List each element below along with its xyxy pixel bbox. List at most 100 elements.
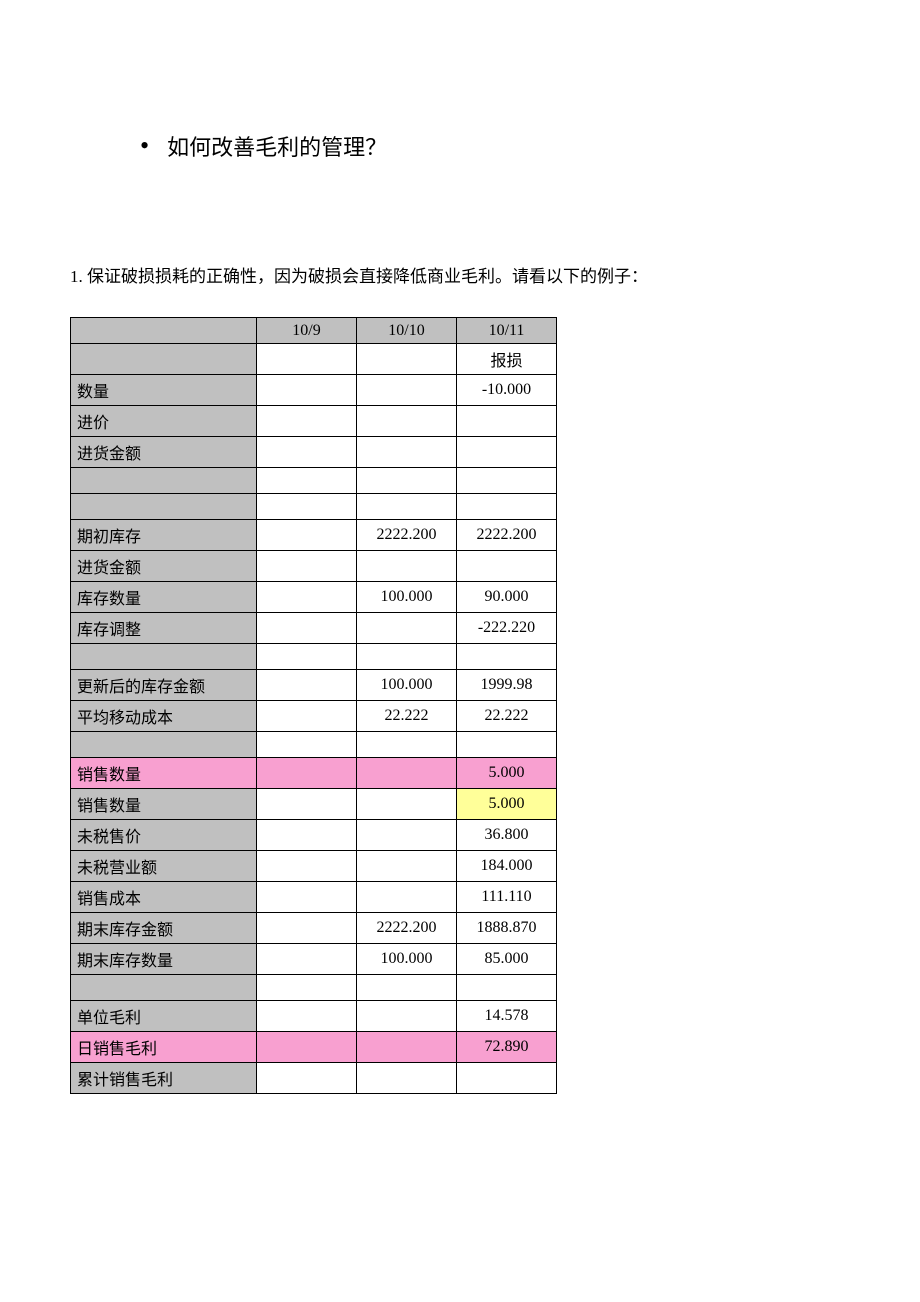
data-cell: -222.220 [457, 613, 557, 644]
row-label: 库存调整 [71, 613, 257, 644]
row-label: 期初库存 [71, 520, 257, 551]
data-cell [457, 732, 557, 758]
table-row: 平均移动成本 22.22222.222 [71, 701, 557, 732]
data-cell [257, 1001, 357, 1032]
data-cell [357, 758, 457, 789]
table-row: 更新后的库存金额 100.0001999.98 [71, 670, 557, 701]
row-label: 单位毛利 [71, 1001, 257, 1032]
data-cell: 85.000 [457, 944, 557, 975]
table-row: 库存数量100.00090.000 [71, 582, 557, 613]
data-cell [357, 375, 457, 406]
data-cell [257, 551, 357, 582]
data-cell: 1888.870 [457, 913, 557, 944]
table-header-cell [71, 318, 257, 344]
data-cell: 184.000 [457, 851, 557, 882]
data-cell [257, 520, 357, 551]
data-cell: 1999.98 [457, 670, 557, 701]
data-cell [457, 975, 557, 1001]
row-label: 平均移动成本 [71, 701, 257, 732]
row-label [71, 494, 257, 520]
data-cell: 72.890 [457, 1032, 557, 1063]
profit-table: 10/910/1010/11报损数量-10.000进价进货金额期初库存2222.… [70, 317, 557, 1094]
table-header-row: 10/910/1010/11 [71, 318, 557, 344]
table-row: 进价 [71, 406, 557, 437]
row-label: 销售数量 [71, 758, 257, 789]
data-cell [357, 789, 457, 820]
data-cell [257, 732, 357, 758]
data-cell [357, 882, 457, 913]
table-row: 期末库存数量 100.00085.000 [71, 944, 557, 975]
data-cell [357, 1032, 457, 1063]
data-cell: -10.000 [457, 375, 557, 406]
row-label: 未税营业额 [71, 851, 257, 882]
data-cell: 5.000 [457, 789, 557, 820]
data-cell [357, 1001, 457, 1032]
row-label: 更新后的库存金额 [71, 670, 257, 701]
data-cell: 100.000 [357, 670, 457, 701]
data-cell [257, 437, 357, 468]
page-heading: 如何改善毛利的管理？ [140, 130, 860, 162]
data-cell [257, 851, 357, 882]
row-label [71, 644, 257, 670]
data-cell [257, 789, 357, 820]
heading-text: 如何改善毛利的管理？ [167, 130, 387, 162]
row-label: 进货金额 [71, 551, 257, 582]
data-cell: 100.000 [357, 582, 457, 613]
data-cell: 22.222 [457, 701, 557, 732]
data-cell [257, 582, 357, 613]
data-cell [357, 613, 457, 644]
data-cell: 14.578 [457, 1001, 557, 1032]
table-row: 销售数量5.000 [71, 758, 557, 789]
table-row: 期末库存金额2222.2001888.870 [71, 913, 557, 944]
data-cell [357, 851, 457, 882]
data-cell [257, 882, 357, 913]
table-row: 未税售价36.800 [71, 820, 557, 851]
data-cell [257, 494, 357, 520]
data-cell [257, 613, 357, 644]
data-cell: 报损 [457, 344, 557, 375]
table-row [71, 975, 557, 1001]
row-label: 进货金额 [71, 437, 257, 468]
table-row [71, 644, 557, 670]
row-label [71, 344, 257, 375]
table-body: 10/910/1010/11报损数量-10.000进价进货金额期初库存2222.… [71, 318, 557, 1094]
data-cell [257, 820, 357, 851]
data-cell [257, 375, 357, 406]
row-label: 销售数量 [71, 789, 257, 820]
row-label [71, 732, 257, 758]
row-label: 进价 [71, 406, 257, 437]
data-cell: 2222.200 [457, 520, 557, 551]
data-cell: 2222.200 [357, 913, 457, 944]
table-row [71, 732, 557, 758]
table-row: 日销售毛利 72.890 [71, 1032, 557, 1063]
data-cell [457, 644, 557, 670]
data-cell: 2222.200 [357, 520, 457, 551]
row-label: 累计销售毛利 [71, 1063, 257, 1094]
data-cell [257, 701, 357, 732]
intro-paragraph: 1. 保证破损损耗的正确性，因为破损会直接降低商业毛利。请看以下的例子： [70, 262, 860, 287]
row-label: 库存数量 [71, 582, 257, 613]
data-cell [257, 406, 357, 437]
table-header-cell: 10/10 [357, 318, 457, 344]
data-cell [357, 1063, 457, 1094]
row-label: 数量 [71, 375, 257, 406]
table-row: 进货金额 [71, 437, 557, 468]
data-cell [457, 468, 557, 494]
data-cell: 100.000 [357, 944, 457, 975]
table-row: 期初库存 2222.2002222.200 [71, 520, 557, 551]
data-cell [257, 975, 357, 1001]
data-cell [357, 344, 457, 375]
data-cell [257, 758, 357, 789]
data-cell: 22.222 [357, 701, 457, 732]
table-header-cell: 10/9 [257, 318, 357, 344]
data-cell [357, 644, 457, 670]
row-label: 日销售毛利 [71, 1032, 257, 1063]
data-cell: 111.110 [457, 882, 557, 913]
data-cell [357, 437, 457, 468]
row-label: 期末库存数量 [71, 944, 257, 975]
data-cell [257, 344, 357, 375]
data-cell [257, 944, 357, 975]
table-row: 报损 [71, 344, 557, 375]
row-label [71, 975, 257, 1001]
data-cell [457, 494, 557, 520]
